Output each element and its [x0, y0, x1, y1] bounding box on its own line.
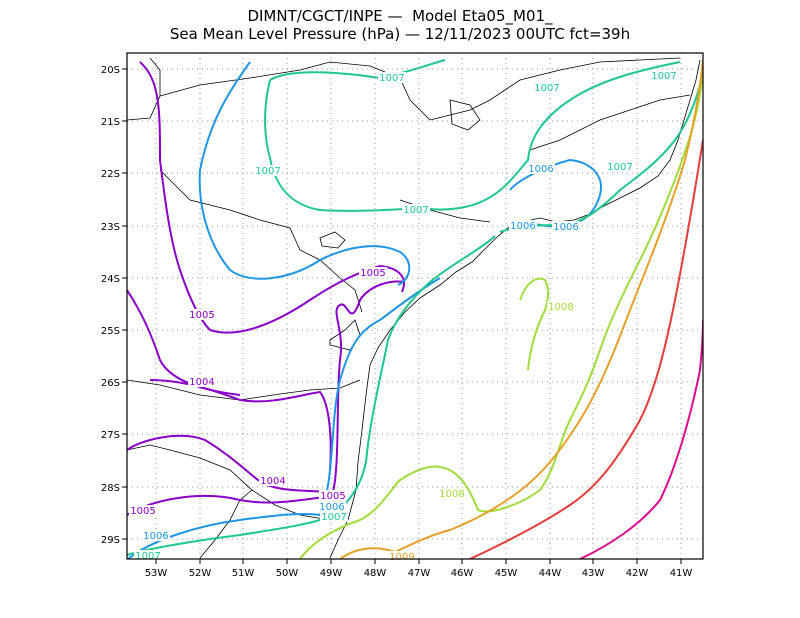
isobar-label: 1004 — [189, 377, 214, 388]
isobar-label-bg — [533, 82, 561, 93]
lon-tick-label: 42W — [626, 568, 649, 579]
isobar-label-bg — [188, 376, 216, 387]
isobar-label-bg — [188, 309, 216, 320]
isobar-label: 1006 — [553, 222, 578, 233]
isobar-label: 1007 — [135, 551, 160, 562]
isobar-label-bg — [509, 220, 537, 231]
isobar-label: 1006 — [143, 531, 168, 542]
axis-ticks: 53W 52W 51W 50W 49W 48W 47W 46W 45W 44W 43W 42W 41W 2… — [101, 65, 692, 579]
title-line-1: DIMNT/CGCT/INPE — Model Eta05_M01_ — [247, 7, 553, 25]
isobar-label: 1007 — [534, 83, 559, 94]
lat-lon-grid — [127, 53, 703, 559]
lat-tick-label: 26S — [101, 378, 120, 389]
isobar-1004 — [127, 434, 331, 493]
lon-tick-label: 43W — [582, 568, 605, 579]
lon-tick-label: 49W — [320, 568, 343, 579]
isobar-label: 1005 — [130, 506, 155, 517]
lon-tick-label: 45W — [495, 568, 518, 579]
isobar-label: 1004 — [260, 476, 285, 487]
lat-tick-label: 20S — [101, 65, 120, 76]
isobar-1009 — [339, 59, 703, 559]
lat-tick-label: 24S — [101, 274, 120, 285]
isobar-label-bg — [259, 475, 287, 486]
isobar-1004 — [149, 379, 332, 471]
lon-tick-label: 50W — [276, 568, 299, 579]
isobar-label-bg — [134, 550, 162, 561]
isobar-label-bg — [142, 530, 170, 541]
isobar-1007 — [499, 69, 703, 233]
isobar-1010 — [469, 139, 703, 559]
isobar-label-bg — [254, 165, 282, 176]
isobar-label: 1007 — [651, 71, 676, 82]
isobar-label: 1005 — [189, 310, 214, 321]
lon-tick-label: 41W — [670, 568, 693, 579]
lon-tick-label: 48W — [364, 568, 387, 579]
isobar-label: 1006 — [319, 502, 344, 513]
isobar-label-bg — [650, 70, 678, 81]
lat-tick-label: 23S — [101, 222, 120, 233]
lat-tick-label: 25S — [101, 326, 120, 337]
isobar-label-bg — [129, 505, 157, 516]
isobar-label: 1007 — [403, 205, 428, 216]
isobar-label-bg — [388, 551, 416, 562]
isobar-1007 — [127, 235, 496, 556]
isobar-label-bg — [359, 267, 387, 278]
lat-tick-label: 27S — [101, 430, 120, 441]
lat-tick-label: 29S — [101, 535, 120, 546]
lon-tick-label: 46W — [451, 568, 474, 579]
isobar-label: 1005 — [360, 268, 385, 279]
isobar-label-bg — [438, 488, 466, 499]
isobar-label-bg — [378, 72, 406, 83]
isobar-label-bg — [547, 301, 575, 312]
isobar-1006 — [198, 61, 411, 286]
lon-tick-label: 52W — [189, 568, 212, 579]
isobar-label: 1006 — [528, 164, 553, 175]
isobar-1005 — [127, 289, 241, 396]
isobar-label-bg — [402, 204, 430, 215]
coastlines-and-borders — [127, 57, 701, 559]
isobar-label: 1006 — [510, 221, 535, 232]
isobar-label-bg — [319, 490, 347, 501]
isobar-1005 — [139, 61, 405, 334]
isobar-label: 1007 — [379, 73, 404, 84]
lat-tick-label: 21S — [101, 117, 120, 128]
lat-tick-label: 28S — [101, 483, 120, 494]
isobar-label: 1007 — [607, 162, 632, 173]
isobar-label-bg — [527, 163, 555, 174]
isobar-label-bg — [606, 161, 634, 172]
isobar-label-bg — [552, 221, 580, 232]
isobar-label: 1007 — [255, 166, 280, 177]
isobar-label: 1009 — [389, 552, 414, 563]
isobar-1008 — [299, 59, 703, 559]
lat-tick-label: 22S — [101, 169, 120, 180]
isobar-label-bg — [318, 501, 346, 512]
isobar-1006 — [127, 277, 441, 559]
isobar-1011 — [579, 319, 703, 559]
lon-tick-label: 51W — [232, 568, 255, 579]
plot-frame — [126, 52, 704, 560]
lon-tick-label: 47W — [408, 568, 431, 579]
lon-tick-label: 44W — [539, 568, 562, 579]
isobar-label: 1008 — [439, 489, 464, 500]
isobar-label: 1007 — [321, 512, 346, 523]
isobar-label: 1008 — [548, 302, 573, 313]
lon-tick-label: 53W — [145, 568, 168, 579]
isobar-1008 — [519, 277, 549, 371]
isobar-1007 — [264, 59, 681, 212]
isobar-label: 1005 — [320, 491, 345, 502]
title-line-2: Sea Mean Level Pressure (hPa) — 12/11/20… — [169, 25, 631, 43]
isobar-label-bg — [320, 511, 348, 522]
